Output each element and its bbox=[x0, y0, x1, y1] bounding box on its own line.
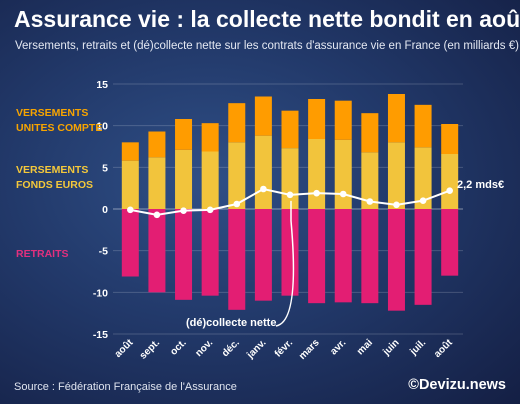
bar-retraits bbox=[175, 209, 193, 300]
bar-unites-compte bbox=[254, 96, 272, 136]
y-tick-label: 15 bbox=[96, 79, 108, 91]
bar-unites-compte bbox=[308, 99, 326, 139]
y-tick-label: -10 bbox=[93, 287, 108, 299]
y-tick-label: 0 bbox=[102, 204, 108, 216]
bar-retraits bbox=[414, 209, 432, 305]
x-tick-label: févr. bbox=[273, 337, 295, 359]
x-tick-label: sept. bbox=[138, 337, 162, 361]
x-tick-label: juil. bbox=[408, 337, 429, 358]
net-point bbox=[313, 189, 320, 197]
bar-fonds-euros bbox=[308, 139, 326, 209]
chart-subtitle: Versements, retraits et (dé)collecte net… bbox=[15, 40, 519, 52]
bar-unites-compte bbox=[361, 113, 379, 153]
bar-fonds-euros bbox=[281, 148, 299, 209]
bar-fonds-euros bbox=[441, 154, 459, 209]
net-point bbox=[419, 197, 427, 204]
legend-unites-compte-line1: VERSEMENTS bbox=[16, 107, 89, 119]
net-point bbox=[180, 207, 187, 214]
y-tick-label: 5 bbox=[102, 162, 108, 174]
bar-fonds-euros bbox=[334, 139, 352, 209]
legend-unites-compte: VERSEMENTS UNITES COMPTE bbox=[16, 106, 102, 136]
legend-retraits: RETRAITS bbox=[16, 248, 69, 260]
bar-retraits bbox=[308, 209, 326, 304]
bar-fonds-euros bbox=[148, 157, 166, 209]
bar-retraits bbox=[281, 209, 299, 296]
bar-retraits bbox=[121, 209, 139, 277]
x-tick-label: juin bbox=[381, 337, 402, 358]
bar-fonds-euros bbox=[254, 135, 272, 209]
bar-fonds-euros bbox=[414, 147, 432, 209]
net-point bbox=[233, 200, 241, 208]
net-point bbox=[446, 187, 453, 194]
bar-fonds-euros bbox=[361, 152, 379, 209]
legend-fonds-euros: VERSEMENTS FONDS EUROS bbox=[16, 163, 93, 193]
y-tick-label: -15 bbox=[93, 329, 108, 341]
x-tick-label: avr. bbox=[328, 337, 348, 357]
x-tick-label: oct. bbox=[168, 337, 189, 358]
bar-unites-compte bbox=[175, 119, 193, 150]
bar-unites-compte bbox=[387, 94, 405, 143]
x-tick-label: nov. bbox=[193, 337, 215, 359]
bar-retraits bbox=[334, 209, 352, 303]
legend-fonds-euros-line2: FONDS EUROS bbox=[16, 179, 94, 191]
brand-logo: ©Devizu.news bbox=[408, 377, 506, 393]
legend-fonds-euros-line1: VERSEMENTS bbox=[16, 164, 89, 176]
bar-retraits bbox=[441, 209, 459, 276]
net-point bbox=[153, 211, 161, 219]
bar-unites-compte bbox=[201, 123, 219, 152]
bar-fonds-euros bbox=[228, 142, 246, 209]
bar-retraits bbox=[228, 209, 246, 310]
x-tick-label: mars bbox=[297, 337, 322, 362]
bar-unites-compte bbox=[414, 104, 432, 148]
x-tick-label: août bbox=[113, 337, 136, 360]
annotation-last-value: 2,2 mds€ bbox=[457, 179, 505, 191]
x-tick-label: déc. bbox=[220, 337, 242, 359]
x-tick-label: janv. bbox=[244, 337, 268, 361]
net-point bbox=[393, 201, 400, 209]
bar-retraits bbox=[387, 209, 405, 311]
net-point bbox=[260, 185, 267, 193]
net-point bbox=[286, 191, 294, 199]
y-tick-label: -5 bbox=[99, 246, 108, 258]
legend-unites-compte-line2: UNITES COMPTE bbox=[16, 122, 103, 134]
chart-title: Assurance vie : la collecte nette bondit… bbox=[14, 6, 520, 32]
x-tick-label: août bbox=[432, 337, 455, 360]
net-line-callout bbox=[275, 200, 295, 327]
x-tick-label: mai bbox=[355, 337, 375, 357]
bar-unites-compte bbox=[334, 100, 352, 140]
bar-fonds-euros bbox=[387, 142, 405, 209]
net-point bbox=[206, 206, 214, 214]
bar-retraits bbox=[361, 209, 379, 304]
net-point bbox=[339, 190, 347, 198]
net-point bbox=[366, 198, 374, 205]
bar-retraits bbox=[254, 209, 272, 301]
bar-retraits bbox=[201, 209, 219, 296]
source-note: Source : Fédération Française de l'Assur… bbox=[14, 381, 237, 393]
annotation-net-line: (dé)collecte nette bbox=[186, 317, 277, 329]
bar-fonds-euros bbox=[121, 160, 139, 209]
bar-retraits bbox=[148, 209, 166, 293]
bar-unites-compte bbox=[441, 124, 459, 154]
bar-fonds-euros bbox=[201, 151, 219, 209]
bar-unites-compte bbox=[148, 131, 166, 158]
bar-unites-compte bbox=[281, 110, 299, 149]
net-point bbox=[127, 206, 134, 214]
bar-unites-compte bbox=[228, 103, 246, 143]
y-tick-label: 10 bbox=[96, 121, 108, 133]
bar-unites-compte bbox=[121, 142, 139, 161]
bar-fonds-euros bbox=[175, 149, 193, 209]
